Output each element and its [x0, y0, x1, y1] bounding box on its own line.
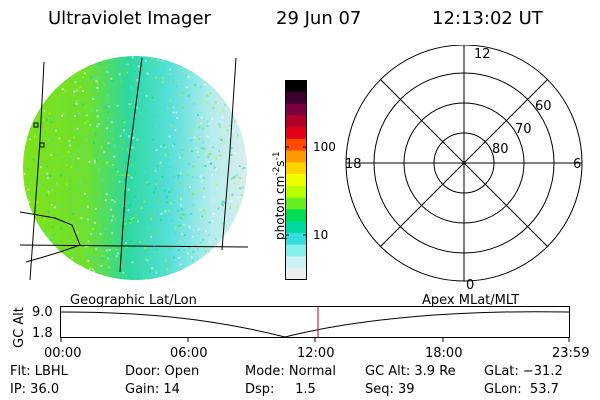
geographic-grid-lines	[19, 57, 249, 281]
time-tick-1200: 12:00	[297, 346, 335, 361]
color-bar-tick-100: 100	[313, 140, 336, 154]
orbit-altitude-timeline	[60, 306, 570, 342]
mode-info: Mode: Normal	[245, 364, 336, 379]
seq-info: Seq: 39	[365, 382, 415, 397]
time-tick-0000: 00:00	[44, 346, 82, 361]
gc-alt-tick-top: 9.0	[32, 305, 53, 320]
color-bar-tick-10: 10	[313, 228, 329, 242]
earth-uv-image	[19, 56, 249, 281]
gain-info: Gain: 14	[125, 382, 180, 397]
gc-alt-axis-label: GC Alt	[12, 307, 27, 348]
intensity-color-bar	[285, 80, 307, 280]
mlat-label-70: 70	[515, 122, 532, 137]
image-date: 29 Jun 07	[276, 8, 362, 29]
time-tick-0600: 06:00	[170, 346, 208, 361]
glat-info: GLat: −31.2	[484, 364, 563, 379]
mlat-mlt-polar-plot: 12 0 18 6 60 70 80	[345, 45, 583, 290]
ip-info: IP: 36.0	[10, 382, 60, 397]
orbit-altitude-curve	[60, 311, 570, 338]
time-tick-2359: 23:59	[552, 346, 590, 361]
mlt-label-6: 6	[573, 157, 581, 172]
mlat-label-60: 60	[535, 99, 552, 114]
mlt-label-18: 18	[345, 157, 362, 172]
gc-alt-info: GC Alt: 3.9 Re	[365, 364, 456, 379]
mlt-label-12: 12	[474, 47, 491, 62]
image-time: 12:13:02 UT	[432, 8, 543, 29]
mlat-label-80: 80	[492, 142, 509, 157]
door-info: Door: Open	[125, 364, 200, 379]
dsp-info: Dsp: 1.5	[245, 382, 316, 397]
color-bar-unit-label: photon cm-2s-1	[272, 151, 287, 240]
gc-alt-tick-bottom: 1.8	[32, 326, 53, 341]
time-tick-1800: 18:00	[425, 346, 463, 361]
instrument-title: Ultraviolet Imager	[48, 8, 211, 29]
filter-info: Flt: LBHL	[10, 364, 68, 379]
apex-mlat-mlt-title: Apex MLat/MLT	[422, 293, 520, 308]
geographic-lat-lon-title: Geographic Lat/Lon	[70, 293, 197, 308]
mlt-label-0: 0	[466, 278, 474, 290]
glon-info: GLon: 53.7	[484, 382, 559, 397]
